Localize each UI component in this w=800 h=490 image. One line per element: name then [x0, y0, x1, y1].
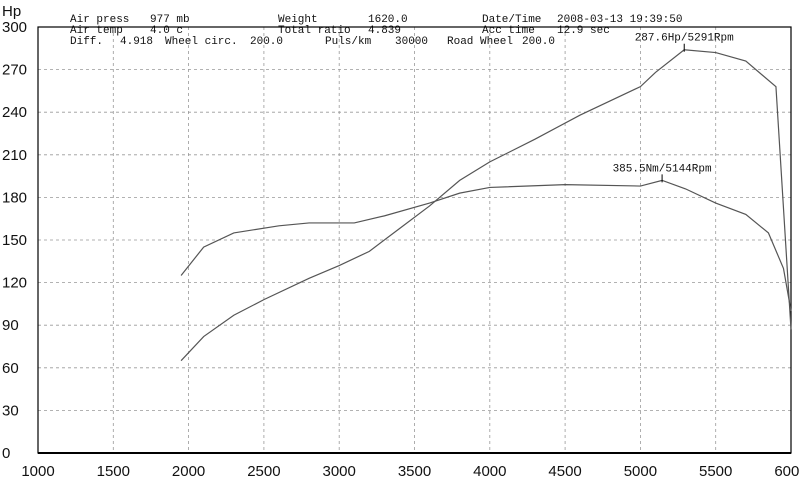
header-value: 4.918	[120, 36, 153, 48]
curve	[180, 179, 792, 312]
header-value: 4.0 c	[150, 25, 183, 37]
y-tick-label: 0	[2, 445, 10, 462]
x-tick-label: 1000	[21, 463, 54, 480]
header-label: Air press	[70, 14, 129, 26]
x-tick-label: 2500	[247, 463, 280, 480]
header-label: Wheel circ.	[165, 36, 238, 48]
header-value: 30000	[395, 36, 428, 48]
annotation: 385.5Nm/5144Rpm	[613, 163, 712, 175]
y-tick-label: 120	[2, 275, 27, 292]
header-label: Date/Time	[482, 14, 541, 26]
header-value: 200.0	[522, 36, 555, 48]
y-tick-label: 60	[2, 360, 19, 377]
header-value: 4.839	[368, 25, 401, 37]
y-tick-label: 150	[2, 232, 27, 249]
header-label: Acc time	[482, 25, 535, 37]
header-value: 2008-03-13 19:39:50	[557, 14, 682, 26]
y-tick-label: 240	[2, 104, 27, 121]
x-tick-label: 4500	[548, 463, 581, 480]
x-tick-label: 6000	[774, 463, 800, 480]
header-label: Road Wheel	[447, 36, 513, 48]
header-label: Puls/km	[325, 36, 372, 48]
x-tick-label: 3500	[398, 463, 431, 480]
curve	[180, 49, 792, 362]
y-tick-label: 90	[2, 317, 19, 334]
x-tick-label: 5500	[699, 463, 732, 480]
header-value: 200.0	[250, 36, 283, 48]
x-tick-label: 5000	[624, 463, 657, 480]
header-label: Air temp	[70, 25, 123, 37]
header-value: 12.9 sec	[557, 25, 610, 37]
y-tick-label: 30	[2, 402, 19, 419]
y-tick-label: 270	[2, 62, 27, 79]
annotation: 287.6Hp/5291Rpm	[635, 33, 734, 45]
header-label: Diff.	[70, 36, 103, 48]
header-label: Weight	[278, 14, 318, 26]
header-value: 977 mb	[150, 14, 190, 26]
x-tick-label: 3000	[323, 463, 356, 480]
y-axis-label: Hp	[2, 3, 21, 20]
x-tick-label: 2000	[172, 463, 205, 480]
header-label: Total ratio	[278, 25, 351, 37]
y-tick-label: 210	[2, 147, 27, 164]
x-tick-label: 1500	[97, 463, 130, 480]
header-value: 1620.0	[368, 14, 408, 26]
y-tick-label: 300	[2, 19, 27, 36]
x-tick-label: 4000	[473, 463, 506, 480]
y-tick-label: 180	[2, 189, 27, 206]
